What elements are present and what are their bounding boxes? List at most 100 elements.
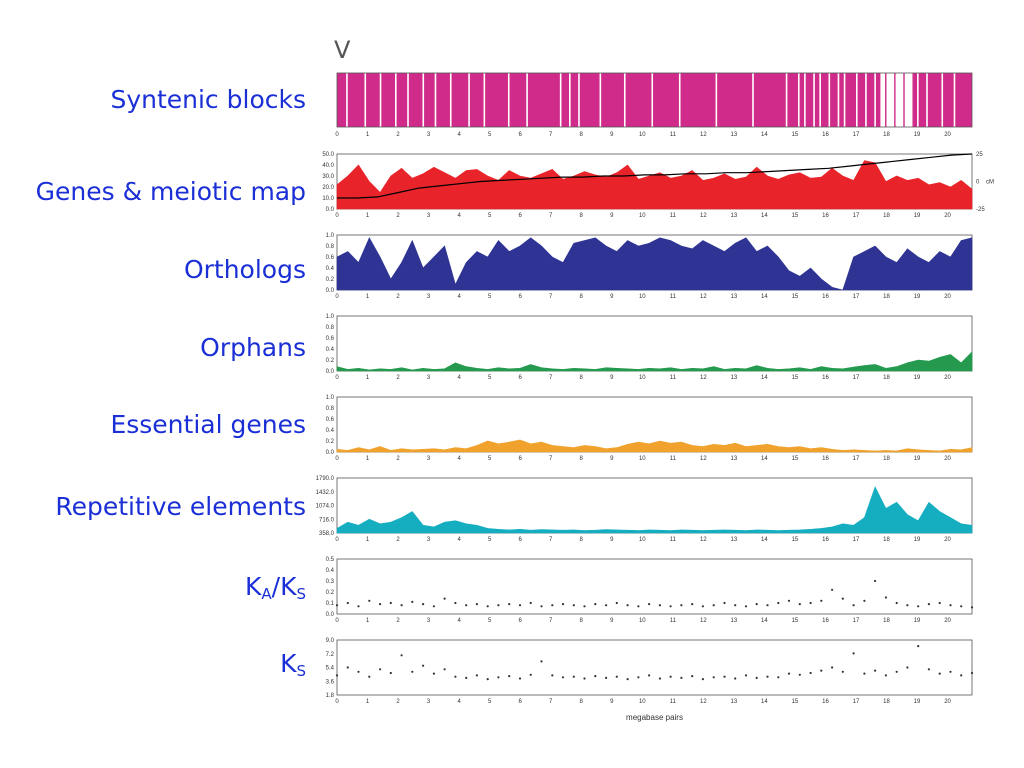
genes-right-axis-label: cM [986,180,994,186]
genes-y-tick-label: 40.0 [322,163,334,169]
x-axis-label: megabase pairs [626,713,683,722]
syntenic-block-stripe [894,73,896,127]
repetitive-x-tick-label: 20 [944,537,951,543]
syntenic-x-tick-label: 10 [639,132,646,138]
ks-point [895,670,898,673]
essential-x-tick-label: 12 [700,456,707,462]
repetitive-y-tick-label: 358.0 [319,531,335,537]
orphans-x-tick-label: 20 [944,375,951,381]
kaks-x-tick-label: 17 [853,618,860,624]
orphans-x-tick-label: 5 [488,375,492,381]
syntenic-gap [623,73,626,127]
orphans-frame [336,315,973,372]
syntenic-x-tick-label: 13 [731,132,738,138]
syntenic-x-tick-label: 20 [944,132,951,138]
label-syntenic-blocks: Syntenic blocks [110,85,306,114]
syntenic-gap [828,73,831,127]
kaks-x-tick-label: 2 [396,618,400,624]
ks-point [755,676,758,680]
ks-x-tick-label: 6 [519,699,523,705]
kaks-point [379,603,382,606]
orphans-x-tick-label: 11 [670,375,677,381]
essential-x-tick-label: 2 [396,456,400,462]
orthologs-x-tick-label: 4 [457,294,461,300]
ks-point [379,668,382,671]
ks-point [615,675,618,678]
orphans-x-tick-label: 8 [580,375,584,381]
label-orthologs: Orthologs [183,255,306,284]
orphans-x-tick-label: 18 [883,375,890,381]
ks-point [508,675,511,678]
label-ks-s: S [296,662,306,680]
orthologs-x-tick-label: 7 [549,294,553,300]
kaks-point [938,601,941,605]
orphans-x-tick-label: 15 [792,375,799,381]
syntenic-gap [752,73,754,127]
syntenic-gap [346,73,348,127]
genes-x-tick-label: 15 [792,213,799,219]
kaks-point [766,604,769,607]
orthologs-area [336,237,973,291]
repetitive-x-tick-label: 2 [396,537,400,543]
essential-x-tick-label: 3 [427,456,431,462]
genes-x-tick-label: 17 [853,213,860,219]
kaks-point [626,604,629,607]
genes-right-tick-label: -25 [976,207,985,213]
orphans-area [336,351,973,372]
syntenic-gap [407,73,409,127]
kaks-x-tick-label: 7 [549,618,553,624]
ks-x-tick-label: 2 [396,699,400,705]
syntenic-x-tick-label: 12 [700,132,707,138]
kaks-point [723,601,726,605]
kaks-point [755,603,758,606]
kaks-point [809,601,812,605]
kaks-point [669,605,672,608]
genes-area [336,160,973,210]
ks-frame [336,639,973,696]
ks-point [540,660,543,663]
ks-point [389,671,392,675]
kaks-x-tick-label: 14 [761,618,768,624]
genes-y-tick-label: 0.0 [326,207,335,213]
ks-point [669,675,672,678]
orthologs-x-tick-label: 9 [610,294,614,300]
kaks-x-tick-label: 8 [580,618,584,624]
genes-x-tick-label: 3 [427,213,431,219]
essential-x-tick-label: 16 [822,456,829,462]
syntenic-frame [336,72,973,128]
ks-point [949,670,952,673]
kaks-point [346,601,349,605]
kaks-point [422,603,425,606]
essential-x-tick-label: 8 [580,456,584,462]
orphans-x-tick-label: 14 [761,375,768,381]
kaks-point [949,604,952,607]
syntenic-gap [678,73,681,127]
essential-x-tick-label: 1 [366,456,370,462]
essential-x-tick-label: 18 [883,456,890,462]
kaks-point [508,603,511,606]
syntenic-gap [917,73,919,127]
orthologs-x-tick-label: 2 [396,294,400,300]
kaks-point [486,605,489,608]
ks-point [443,668,446,671]
ks-point [777,676,780,679]
repetitive-x-tick-label: 1 [366,537,370,543]
essential-y-tick-label: 0.4 [326,428,335,434]
kaks-point [368,599,371,602]
ks-x-tick-label: 20 [944,699,951,705]
orthologs-x-tick-label: 11 [670,294,677,300]
syntenic-gap [797,73,800,127]
syntenic-x-tick-label: 19 [914,132,921,138]
syntenic-x-tick-label: 11 [670,132,677,138]
syntenic-gap [941,73,944,127]
genes-x-tick-label: 5 [488,213,492,219]
essential-x-tick-label: 7 [549,456,553,462]
kaks-point [411,600,414,604]
ks-point [561,676,565,679]
syntenic-block-stripe [903,73,905,127]
syntenic-x-tick-label: 16 [822,132,829,138]
syntenic-gap [468,73,470,127]
ks-point [432,672,435,675]
genes-x-tick-label: 12 [700,213,707,219]
repetitive-area [336,486,973,534]
